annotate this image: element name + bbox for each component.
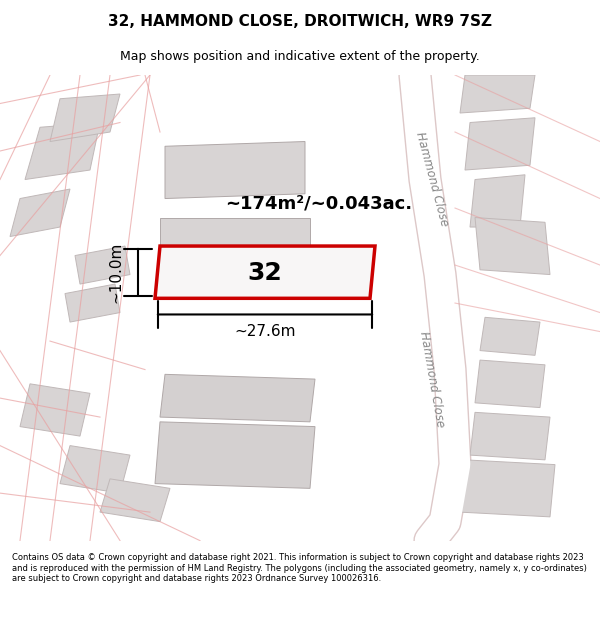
Polygon shape [155, 246, 375, 298]
Polygon shape [465, 118, 535, 170]
Polygon shape [470, 175, 525, 227]
Polygon shape [160, 374, 315, 422]
Polygon shape [60, 446, 130, 493]
Text: 32, HAMMOND CLOSE, DROITWICH, WR9 7SZ: 32, HAMMOND CLOSE, DROITWICH, WR9 7SZ [108, 14, 492, 29]
Polygon shape [470, 412, 550, 460]
Text: 32: 32 [248, 261, 283, 284]
Polygon shape [75, 246, 130, 284]
Polygon shape [460, 460, 555, 517]
Text: ~27.6m: ~27.6m [234, 324, 296, 339]
Text: Hammond Close: Hammond Close [417, 330, 447, 428]
Text: ~10.0m: ~10.0m [109, 241, 124, 303]
Polygon shape [475, 360, 545, 408]
Polygon shape [10, 189, 70, 236]
Text: Contains OS data © Crown copyright and database right 2021. This information is : Contains OS data © Crown copyright and d… [12, 553, 587, 583]
Polygon shape [480, 318, 540, 356]
Polygon shape [25, 122, 100, 179]
Text: ~174m²/~0.043ac.: ~174m²/~0.043ac. [225, 194, 412, 213]
Polygon shape [475, 217, 550, 274]
Text: Hammond Close: Hammond Close [413, 131, 451, 228]
Polygon shape [100, 479, 170, 522]
Polygon shape [155, 422, 315, 488]
Polygon shape [20, 384, 90, 436]
Polygon shape [165, 141, 305, 199]
Polygon shape [160, 217, 310, 274]
Polygon shape [65, 284, 120, 322]
Polygon shape [460, 75, 535, 113]
Polygon shape [50, 94, 120, 141]
Text: Map shows position and indicative extent of the property.: Map shows position and indicative extent… [120, 50, 480, 62]
